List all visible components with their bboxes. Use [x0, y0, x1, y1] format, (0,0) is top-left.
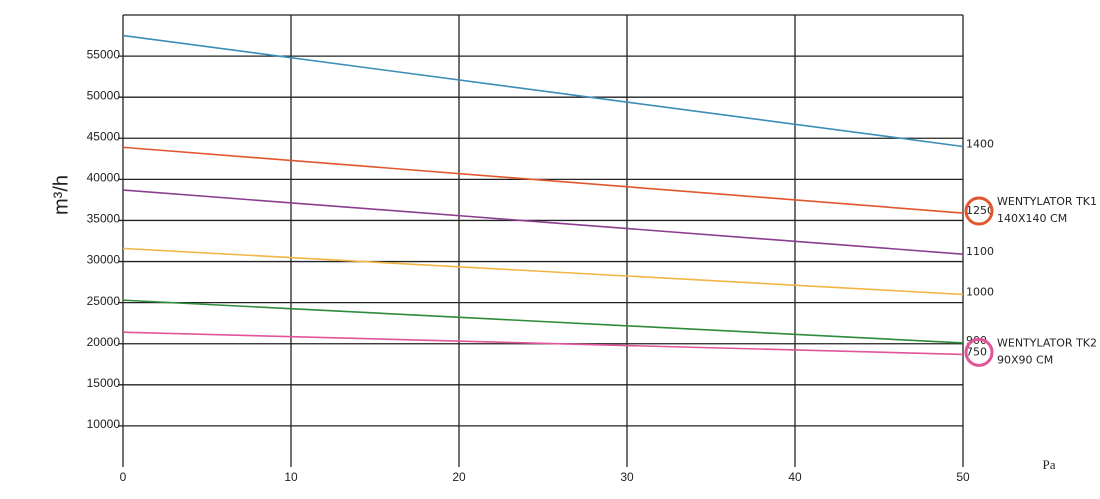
x-tick-label: 10 — [284, 470, 298, 484]
x-tick-label: 50 — [956, 470, 970, 484]
annotation: WENTYLATOR TK1 — [997, 195, 1097, 208]
series-line — [122, 299, 964, 344]
y-tick-label: 40000 — [87, 171, 121, 185]
y-tick-label: 55000 — [87, 47, 121, 61]
series-line — [122, 247, 964, 296]
series-line — [122, 34, 964, 148]
series-label: 750 — [966, 345, 987, 358]
y-axis-label: m³/h — [50, 175, 72, 215]
y-tick-label: 50000 — [87, 88, 121, 102]
y-tick-label: 45000 — [87, 129, 121, 143]
x-tick-label: 20 — [452, 470, 466, 484]
series-line — [122, 331, 964, 356]
series-label: 1000 — [966, 285, 994, 298]
y-tick-label: 35000 — [87, 212, 121, 226]
series-line — [122, 146, 964, 214]
series-label: 1400 — [966, 137, 994, 150]
series-label: 1250 — [966, 204, 994, 217]
series-line — [122, 189, 964, 255]
x-axis-label: Pa — [1043, 457, 1056, 472]
y-tick-label: 20000 — [87, 335, 121, 349]
x-tick-label: 0 — [120, 470, 127, 484]
x-tick-label: 30 — [620, 470, 634, 484]
highlight-circle — [964, 196, 994, 226]
series-label: 1100 — [966, 245, 994, 258]
y-tick-label: 15000 — [87, 376, 121, 390]
y-tick-label: 10000 — [87, 417, 121, 431]
y-tick-label: 25000 — [87, 294, 121, 308]
x-tick-label: 40 — [788, 470, 802, 484]
y-tick-label: 30000 — [87, 253, 121, 267]
highlight-circle — [964, 337, 994, 367]
annotation: 90X90 CM — [997, 353, 1053, 366]
annotation: WENTYLATOR TK2 — [997, 336, 1097, 349]
annotation: 140X140 CM — [997, 212, 1067, 225]
